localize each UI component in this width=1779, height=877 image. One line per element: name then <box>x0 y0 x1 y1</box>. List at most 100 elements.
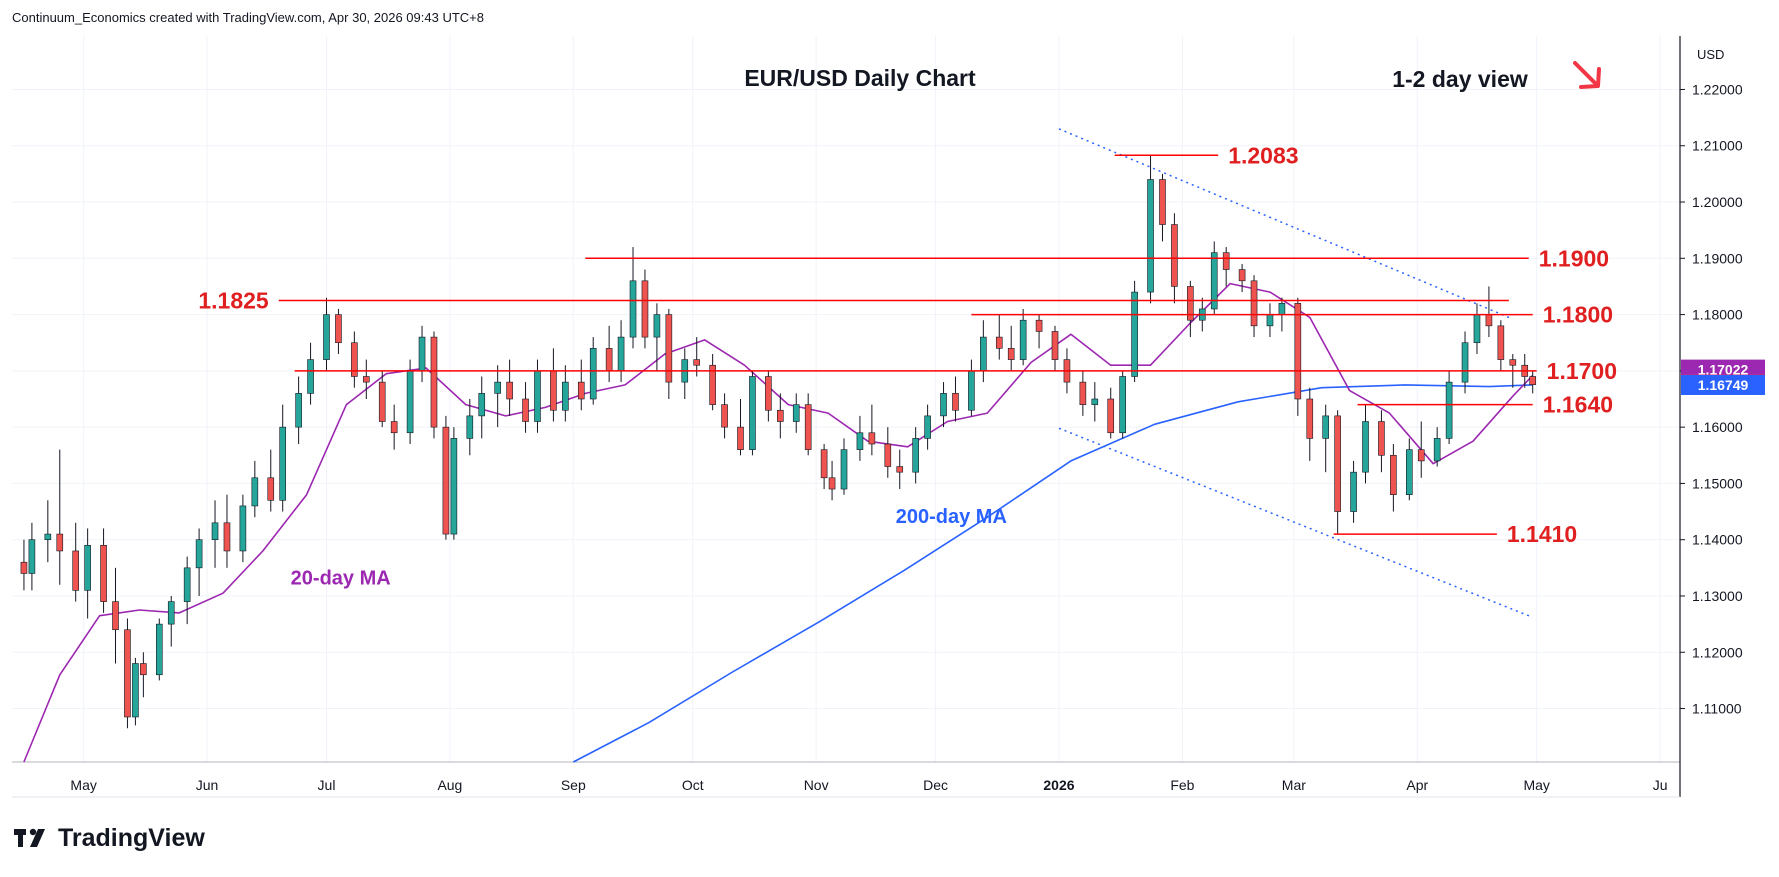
candle <box>1131 280 1138 383</box>
candle <box>804 393 812 456</box>
candle-body <box>1171 224 1178 287</box>
candle <box>1147 155 1154 304</box>
candle-body <box>534 370 541 422</box>
candle-body <box>295 393 302 428</box>
candle <box>478 376 486 439</box>
candle <box>1007 325 1015 371</box>
candle-body <box>1266 314 1274 327</box>
candle-body <box>195 539 203 569</box>
candle <box>1107 387 1115 439</box>
candle <box>1210 241 1218 315</box>
candle <box>820 444 828 490</box>
candle <box>1461 331 1469 394</box>
candle <box>1119 370 1126 439</box>
candle <box>494 365 501 428</box>
candle <box>1091 382 1099 422</box>
y-tick-label: 1.20000 <box>1692 194 1743 210</box>
candle <box>183 556 191 625</box>
candle <box>562 365 569 422</box>
candle <box>1159 173 1166 242</box>
candle <box>1187 280 1194 338</box>
y-tick-label: 1.22000 <box>1692 81 1743 97</box>
candle-body <box>1007 348 1015 360</box>
candle-body <box>617 336 625 372</box>
candle-body <box>1238 269 1246 282</box>
candle <box>363 359 370 399</box>
candle <box>28 522 36 591</box>
candle <box>952 376 959 422</box>
level-label: 1.2083 <box>1228 142 1298 168</box>
level-label: 1.1640 <box>1543 392 1613 418</box>
candle-body <box>1405 449 1413 495</box>
candle-body <box>363 376 370 383</box>
candle-body <box>1187 286 1194 321</box>
candle-body <box>924 415 931 439</box>
candle-body <box>665 314 673 383</box>
candle <box>390 404 398 450</box>
candle <box>506 359 513 416</box>
candle <box>1378 410 1385 473</box>
price-tag-bg <box>1681 359 1765 380</box>
candle-body <box>183 567 191 602</box>
candle-body <box>856 432 864 450</box>
candle-body <box>1306 398 1314 439</box>
price-tag: 1.17022 <box>1681 359 1765 380</box>
candle <box>749 370 756 456</box>
arrow-down-right-icon <box>1573 61 1601 89</box>
candle <box>912 427 919 484</box>
candle <box>211 500 219 568</box>
candle-body <box>100 545 107 602</box>
annotation-label: 200-day MA <box>896 506 1007 528</box>
currency-label: USD <box>1697 47 1724 62</box>
candle <box>1334 410 1341 535</box>
candle <box>351 331 358 388</box>
candle <box>1405 438 1413 501</box>
candle <box>20 539 28 591</box>
candle-body <box>1362 421 1369 473</box>
candle <box>378 370 386 428</box>
candle <box>1019 308 1027 366</box>
candle <box>406 359 414 445</box>
candle <box>1250 275 1258 338</box>
candle <box>466 399 474 456</box>
candle <box>840 438 848 495</box>
candle <box>1445 370 1453 445</box>
candle-body <box>912 438 919 473</box>
candle <box>653 303 661 371</box>
candle <box>1417 421 1425 478</box>
candle-body <box>884 443 892 467</box>
candle <box>777 393 784 439</box>
candle-body <box>995 336 1003 349</box>
candle <box>1051 325 1059 371</box>
x-tick-label: Dec <box>923 777 948 793</box>
candle-body <box>952 393 959 411</box>
candle-body <box>641 280 649 338</box>
candle <box>140 652 147 698</box>
candle-body <box>1445 381 1453 439</box>
candle <box>1433 427 1441 467</box>
candle <box>1306 387 1314 461</box>
candle-body <box>378 381 386 422</box>
tradingview-logo-icon <box>14 828 45 847</box>
candle-body <box>589 348 597 400</box>
candle-body <box>1119 376 1126 434</box>
level-label: 1.1800 <box>1543 302 1613 328</box>
candle-body <box>1294 303 1302 400</box>
candle-body <box>140 663 147 676</box>
candle <box>155 618 163 681</box>
level-label: 1.1410 <box>1507 521 1577 547</box>
level-label: 1.1825 <box>198 288 269 314</box>
candle <box>693 337 701 377</box>
grid-lines <box>12 36 1680 762</box>
y-tick-label: 1.11000 <box>1692 701 1742 717</box>
candle-body <box>28 539 36 574</box>
chart-title: EUR/USD Daily Chart <box>744 65 976 91</box>
price-tag: 1.16749 <box>1681 374 1765 395</box>
price-tag-label: 1.16749 <box>1698 377 1749 393</box>
candle <box>323 297 330 371</box>
y-tick-label: 1.13000 <box>1692 588 1743 604</box>
candle-body <box>1390 454 1397 495</box>
candle-body <box>1278 303 1286 315</box>
